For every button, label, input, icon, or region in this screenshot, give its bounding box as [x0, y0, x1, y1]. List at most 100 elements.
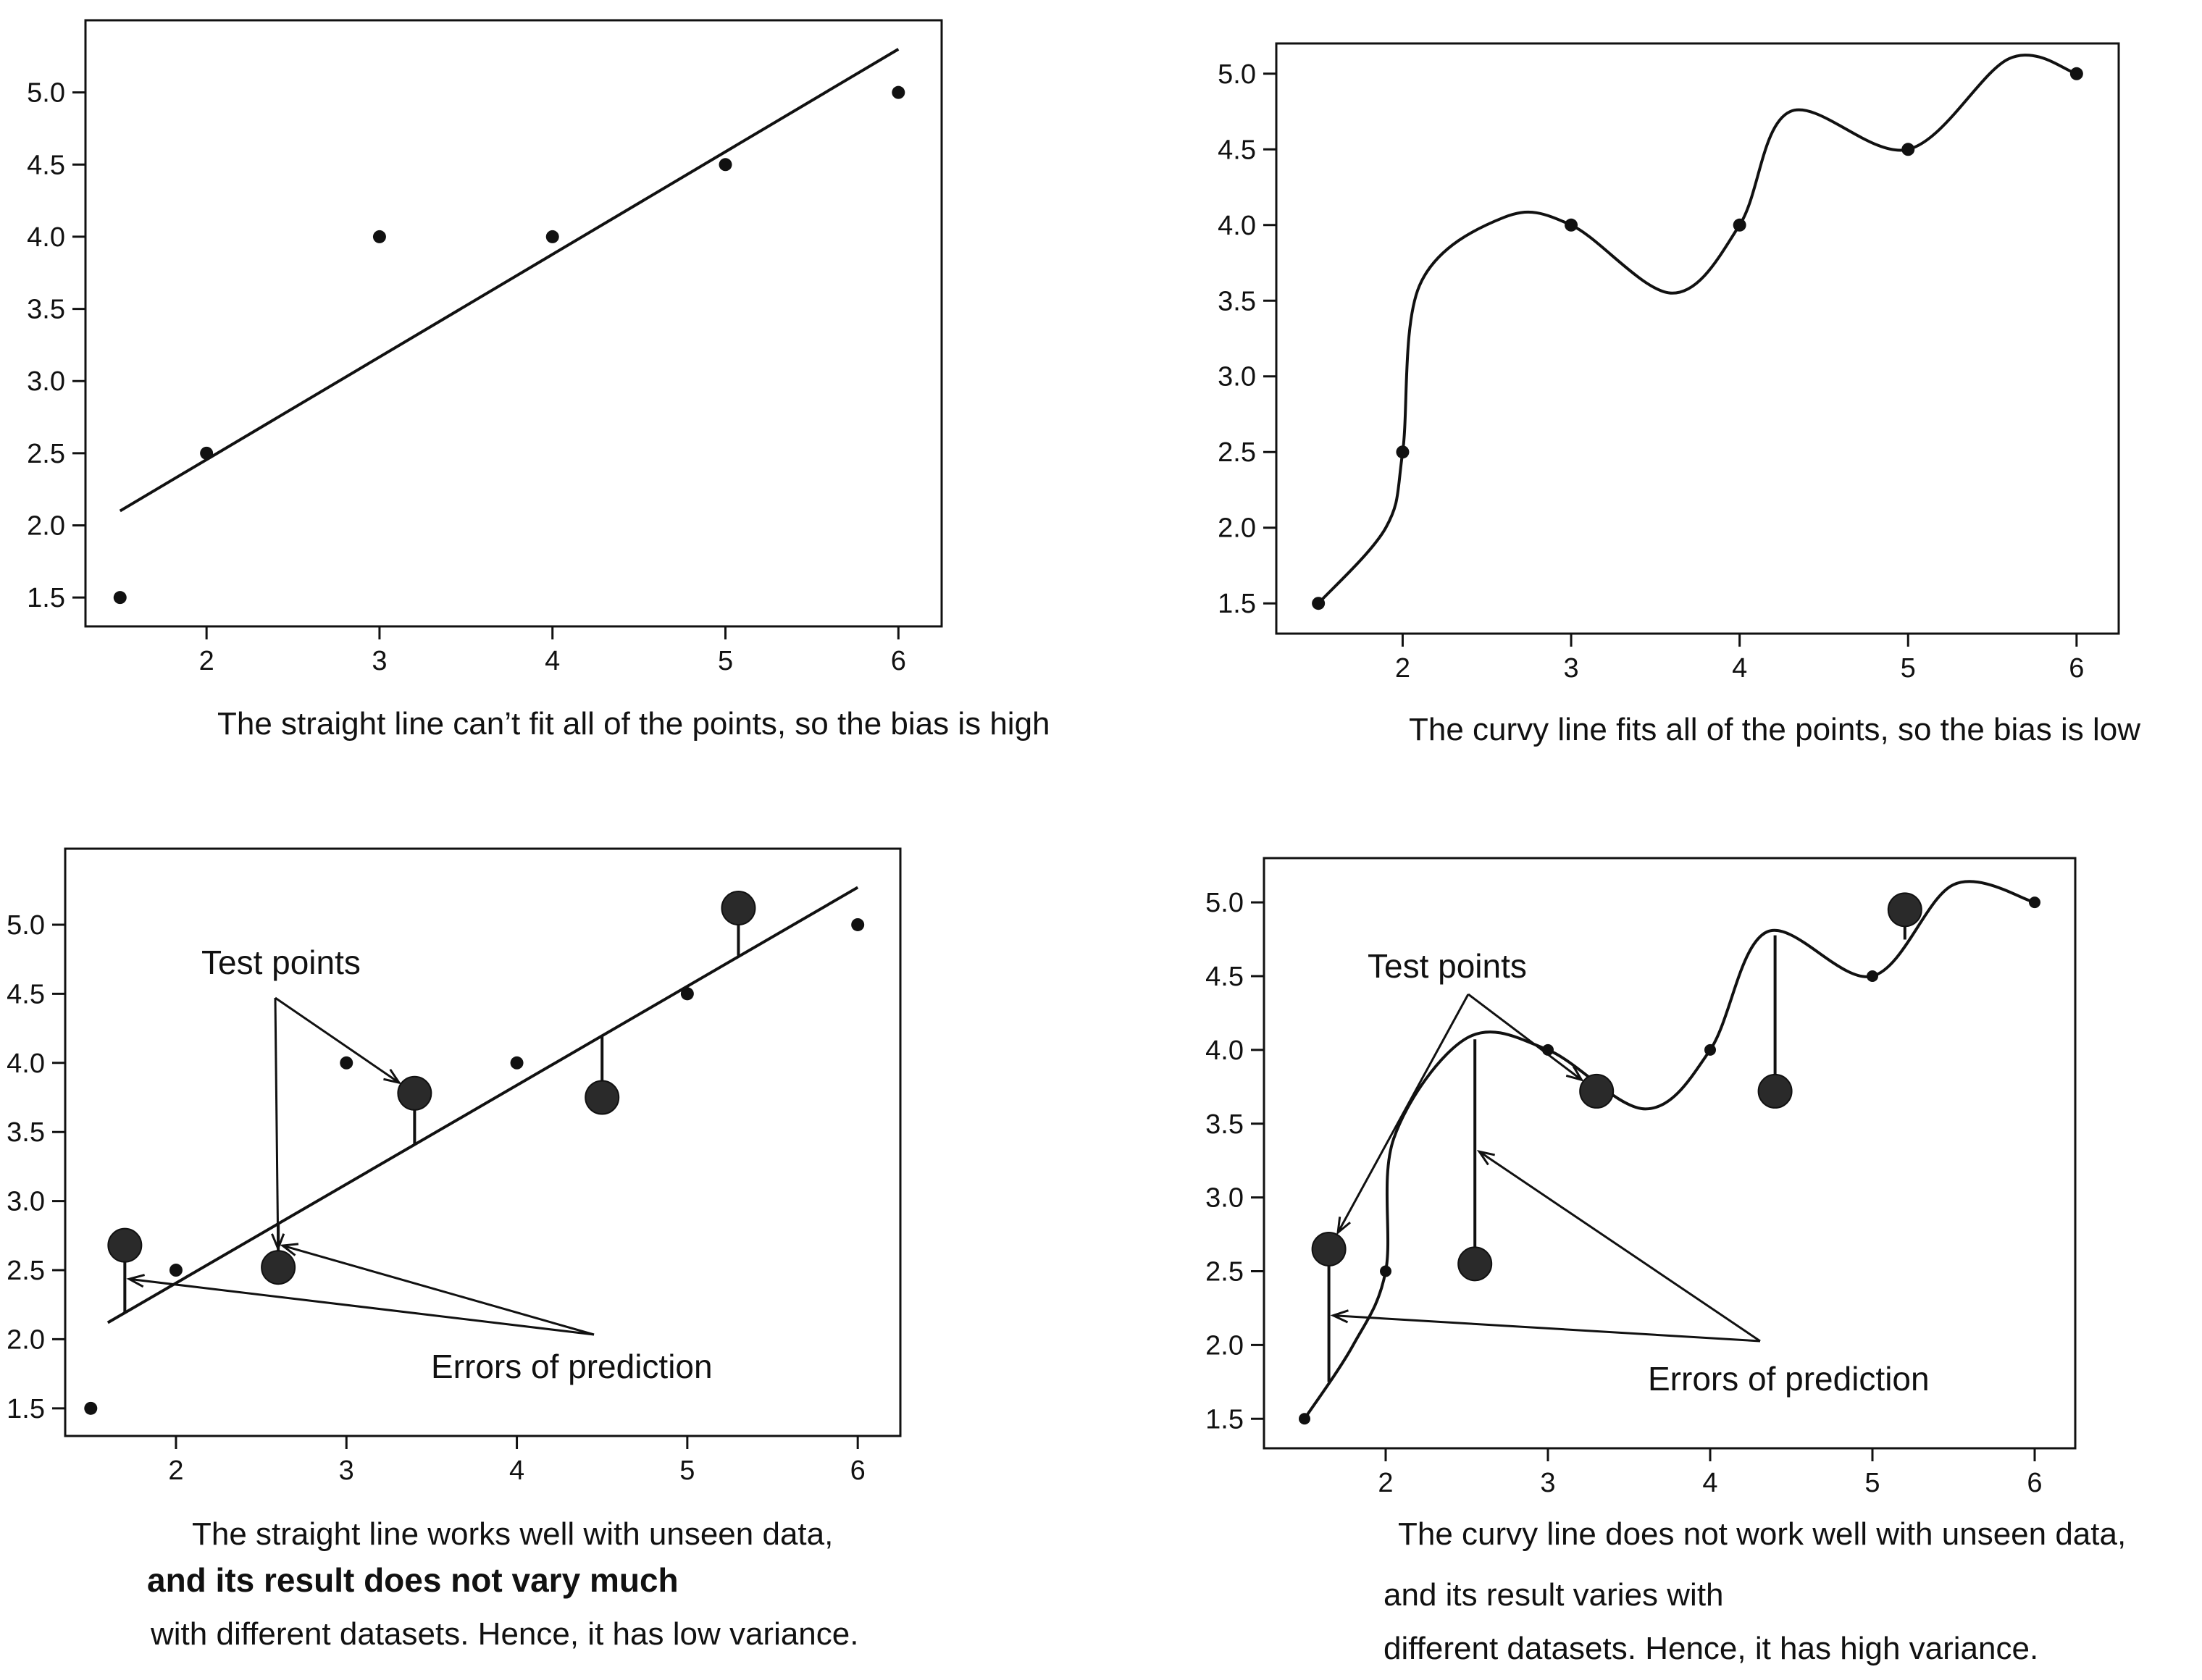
test-point — [1757, 1073, 1793, 1109]
y-tick-label: 5.0 — [1205, 888, 1244, 918]
y-tick-label: 3.5 — [1218, 286, 1256, 316]
y-tick-label: 3.5 — [7, 1117, 45, 1148]
training-point — [1565, 218, 1578, 232]
caption-bottom-left-line2: and its result does not vary much — [147, 1561, 679, 1599]
x-tick-label: 6 — [850, 1456, 866, 1486]
training-point — [719, 158, 732, 172]
y-tick-label: 2.0 — [7, 1324, 45, 1355]
training-point — [169, 1264, 183, 1277]
caption-bottom-left-line1: The straight line works well with unseen… — [192, 1516, 834, 1552]
annotation-errors-of-prediction: Errors of prediction — [431, 1348, 713, 1385]
x-tick-label: 6 — [891, 646, 906, 676]
test-points-arrow-head — [271, 1233, 285, 1252]
y-tick-label: 4.0 — [27, 222, 65, 253]
errors-arrow-head — [280, 1243, 299, 1256]
y-tick-label: 5.0 — [7, 910, 45, 941]
training-point — [340, 1056, 353, 1070]
y-tick-label: 5.0 — [27, 78, 65, 109]
test-point — [585, 1080, 620, 1115]
x-tick-label: 3 — [1540, 1468, 1555, 1498]
y-tick-label: 4.0 — [1218, 211, 1256, 241]
training-point — [1867, 970, 1878, 982]
caption-bottom-left-line3: with different datasets. Hence, it has l… — [151, 1616, 859, 1652]
test-point — [721, 891, 756, 926]
y-tick-label: 1.5 — [27, 583, 65, 613]
x-tick-label: 2 — [1395, 653, 1410, 684]
test-point — [107, 1227, 143, 1263]
y-tick-label: 1.5 — [1205, 1404, 1244, 1435]
y-tick-label: 4.0 — [1205, 1036, 1244, 1066]
training-point — [1380, 1265, 1391, 1277]
training-point — [1396, 445, 1410, 459]
training-point — [1312, 597, 1326, 610]
annotation-errors-of-prediction: Errors of prediction — [1648, 1360, 1930, 1398]
plot-frame — [1263, 857, 2077, 1450]
test-points-arrow-shaft — [274, 997, 280, 1249]
x-tick-label: 5 — [1901, 653, 1916, 684]
errors-arrow-shaft — [1478, 1151, 1761, 1343]
training-point — [510, 1056, 524, 1070]
x-tick-label: 5 — [718, 646, 733, 676]
y-tick-label: 4.0 — [7, 1049, 45, 1079]
y-tick-label: 2.0 — [1205, 1330, 1244, 1361]
test-points-arrow-shaft — [1468, 993, 1583, 1081]
test-points-arrow-head — [1565, 1065, 1584, 1082]
annotation-test-points: Test points — [1368, 947, 1527, 985]
y-tick-label: 2.0 — [1218, 513, 1256, 544]
training-point — [200, 446, 214, 460]
y-tick-label: 4.5 — [1205, 962, 1244, 992]
x-tick-label: 5 — [679, 1456, 695, 1486]
x-tick-label: 4 — [1732, 653, 1747, 684]
errors-arrow-shaft — [1333, 1314, 1761, 1343]
x-tick-label: 3 — [1563, 653, 1578, 684]
test-point — [1457, 1246, 1493, 1282]
y-tick-label: 1.5 — [7, 1394, 45, 1424]
y-tick-label: 2.5 — [1218, 437, 1256, 468]
x-tick-label: 3 — [372, 646, 387, 676]
test-points-arrow-head — [1336, 1217, 1351, 1235]
errors-arrow-shaft — [282, 1244, 595, 1336]
y-tick-label: 1.5 — [1218, 589, 1256, 619]
training-point — [892, 85, 905, 99]
y-tick-label: 3.0 — [1218, 362, 1256, 392]
annotation-test-points: Test points — [201, 944, 361, 981]
x-tick-label: 2 — [1378, 1468, 1393, 1498]
plot-frame — [84, 19, 943, 628]
x-tick-label: 4 — [1702, 1468, 1717, 1498]
training-point — [1901, 143, 1915, 156]
training-point — [84, 1401, 98, 1415]
x-tick-label: 4 — [509, 1456, 524, 1486]
y-tick-label: 4.5 — [27, 150, 65, 180]
y-tick-label: 4.5 — [7, 979, 45, 1009]
plot-frame — [64, 847, 902, 1437]
training-point — [2029, 896, 2040, 909]
x-tick-label: 6 — [2027, 1468, 2042, 1498]
caption-top-right: The curvy line fits all of the points, s… — [1409, 712, 2141, 747]
errors-arrow-head — [1330, 1309, 1349, 1324]
errors-arrow-head — [126, 1274, 145, 1288]
training-point — [1704, 1043, 1716, 1056]
errors-arrow-head — [1476, 1149, 1496, 1166]
test-point — [397, 1075, 432, 1111]
x-tick-label: 2 — [168, 1456, 183, 1486]
test-point — [1887, 892, 1922, 928]
training-point — [545, 230, 559, 243]
test-point — [1311, 1231, 1347, 1267]
training-point — [1299, 1413, 1310, 1425]
caption-bottom-right-line3: different datasets. Hence, it has high v… — [1383, 1631, 2039, 1666]
errors-arrow-shaft — [129, 1277, 595, 1336]
y-tick-label: 3.0 — [7, 1187, 45, 1217]
y-tick-label: 2.5 — [7, 1256, 45, 1286]
caption-bottom-right-line1: The curvy line does not work well with u… — [1398, 1516, 2127, 1552]
y-tick-label: 4.5 — [1218, 135, 1256, 165]
y-tick-label: 3.0 — [1205, 1183, 1244, 1214]
plot-frame — [1275, 42, 2120, 635]
x-tick-label: 3 — [339, 1456, 354, 1486]
test-point — [1579, 1073, 1615, 1109]
x-tick-label: 4 — [545, 646, 560, 676]
